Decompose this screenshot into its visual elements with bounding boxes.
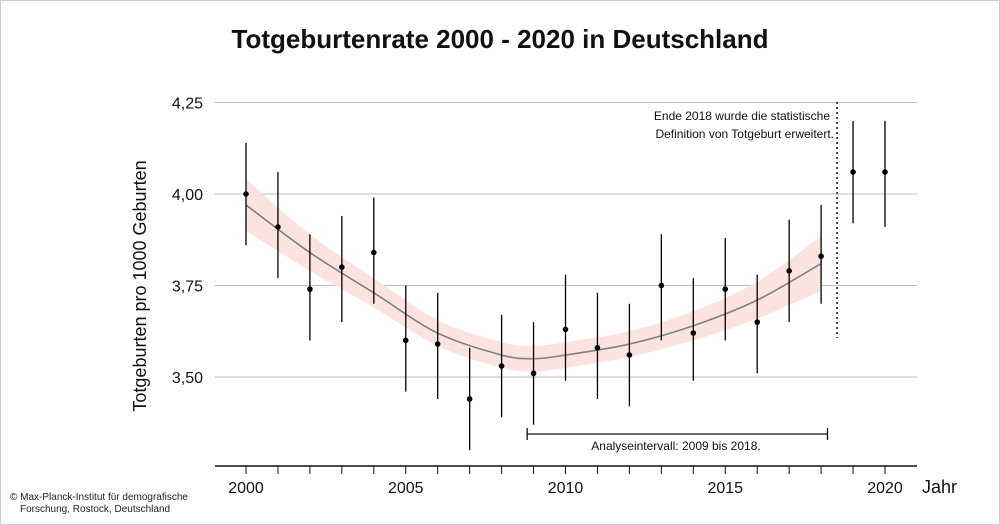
axis-layer: 3,50 3,75 4,00 4,25 2000 2005 2010 2015 2020 bbox=[172, 96, 917, 497]
data-point bbox=[307, 286, 313, 292]
data-point bbox=[339, 264, 345, 271]
y-tick-label: 4,00 bbox=[172, 187, 203, 204]
data-point bbox=[754, 319, 760, 325]
definition-note-line1: Ende 2018 wurde die statistische bbox=[654, 109, 830, 123]
data-point bbox=[626, 352, 633, 358]
data-point bbox=[690, 330, 697, 336]
data-points-layer bbox=[243, 120, 888, 451]
data-point bbox=[786, 268, 792, 274]
x-tick-label: 2010 bbox=[548, 480, 584, 497]
data-point bbox=[371, 249, 377, 256]
x-tick-label: 2005 bbox=[388, 480, 424, 497]
data-point bbox=[498, 363, 505, 369]
y-tick-label: 3,50 bbox=[172, 370, 203, 387]
confidence-band bbox=[246, 179, 822, 372]
data-point bbox=[434, 341, 441, 347]
annotation-layer: Ende 2018 wurde die statistische Definit… bbox=[130, 102, 957, 497]
data-point bbox=[402, 337, 409, 344]
credit-line-2: Forschung, Rostock, Deutschland bbox=[20, 504, 171, 515]
data-point bbox=[658, 282, 665, 289]
data-point bbox=[243, 191, 249, 197]
y-tick-label: 4,25 bbox=[172, 96, 203, 113]
data-point bbox=[275, 224, 281, 230]
data-point bbox=[466, 396, 473, 402]
x-tick-label: 2020 bbox=[867, 480, 903, 497]
y-tick-label: 3,75 bbox=[172, 279, 203, 296]
x-axis-title: Jahr bbox=[922, 477, 957, 497]
data-point bbox=[882, 169, 888, 175]
data-point bbox=[818, 253, 824, 260]
x-tick-label: 2015 bbox=[707, 480, 743, 497]
analysis-interval-label: Analyseintervall: 2009 bis 2018. bbox=[591, 439, 760, 453]
definition-note-line2: Definition von Totgeburt erweitert. bbox=[655, 127, 834, 141]
y-axis-title: Totgeburten pro 1000 Geburten bbox=[130, 160, 150, 411]
data-point bbox=[722, 286, 729, 292]
data-point bbox=[594, 344, 601, 351]
data-point bbox=[530, 370, 537, 377]
credit-line-1: © Max-Planck-Institut für demografische bbox=[10, 492, 188, 503]
data-point bbox=[562, 326, 569, 333]
copyright-credit: © Max-Planck-Institut für demografische … bbox=[10, 492, 188, 516]
chart-title: Totgeburtenrate 2000 - 2020 in Deutschla… bbox=[231, 24, 769, 54]
trend-band-layer bbox=[246, 179, 822, 372]
x-tick-label: 2000 bbox=[228, 480, 264, 497]
data-point bbox=[850, 169, 856, 175]
